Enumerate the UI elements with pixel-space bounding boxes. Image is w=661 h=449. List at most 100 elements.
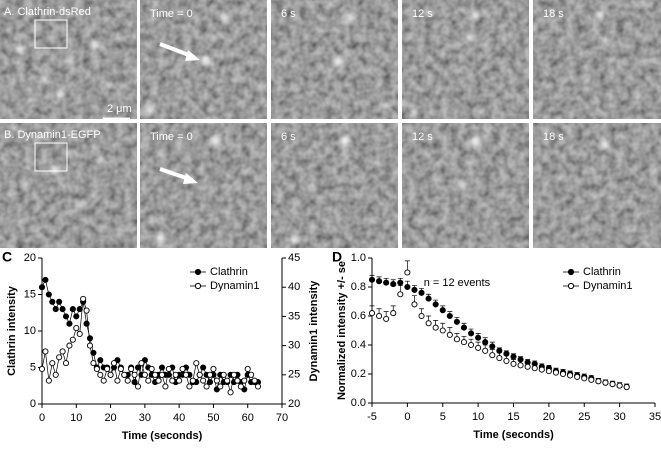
y-tick-label: 0.4 <box>351 339 366 351</box>
data-point <box>145 377 152 384</box>
data-point <box>62 313 70 320</box>
data-point <box>390 281 397 288</box>
data-point <box>152 371 159 378</box>
data-point <box>83 307 90 314</box>
data-point <box>234 377 241 384</box>
row-label: A. Clathrin-dsRed <box>4 6 91 18</box>
data-point <box>83 320 90 327</box>
x-tick-label: 10 <box>70 412 82 424</box>
x-axis-title: Time (seconds) <box>122 430 203 442</box>
y2-tick-label: 40 <box>288 281 300 293</box>
data-point <box>69 336 76 343</box>
y2-axis-title: Dynamin1 intensity <box>308 280 320 382</box>
data-point <box>510 353 517 360</box>
data-point <box>552 369 560 376</box>
x-tick-label: 20 <box>543 411 555 423</box>
data-point <box>418 312 425 320</box>
frame-label: 6 s <box>281 131 296 143</box>
frame-label: 12 s <box>412 8 433 20</box>
fluorescent-spots <box>16 11 609 244</box>
data-point <box>90 349 97 356</box>
data-point <box>383 315 390 322</box>
x-tick-label: 15 <box>507 411 519 423</box>
data-point <box>76 330 83 337</box>
data-point <box>49 360 56 367</box>
y2-tick-label: 20 <box>288 398 300 410</box>
y-tick-label: 1.0 <box>351 252 366 264</box>
y2-tick-label: 45 <box>288 252 300 264</box>
y-tick-label: 20 <box>24 252 36 264</box>
data-point <box>100 377 107 384</box>
data-point <box>230 371 238 378</box>
data-point <box>134 383 142 390</box>
data-point <box>42 348 49 355</box>
legend-marker <box>194 268 202 276</box>
data-point <box>616 382 623 389</box>
x-tick-label: 60 <box>242 412 254 424</box>
data-point <box>241 377 248 384</box>
frame-label: Time = 0 <box>150 131 193 143</box>
data-point <box>110 360 118 367</box>
data-point <box>453 336 460 343</box>
data-point <box>210 365 217 373</box>
data-point <box>114 377 121 384</box>
y-tick-label: 0 <box>30 398 36 410</box>
data-point <box>411 301 418 308</box>
data-point <box>496 354 503 362</box>
data-point <box>439 307 446 314</box>
x-tick-label: 50 <box>207 412 219 424</box>
roi-box <box>34 142 68 172</box>
data-point <box>80 295 87 302</box>
frame-label: 18 s <box>543 131 564 143</box>
data-point <box>42 276 49 283</box>
micrograph <box>402 0 529 119</box>
data-point <box>52 371 59 378</box>
data-point <box>162 383 169 390</box>
data-point <box>38 365 46 373</box>
frame-label: Time = 0 <box>150 8 193 20</box>
legend-marker <box>567 268 575 276</box>
data-point <box>107 371 114 378</box>
x-tick-label: 20 <box>104 412 116 424</box>
data-point <box>66 342 73 349</box>
data-point <box>425 320 432 327</box>
data-point <box>141 371 148 378</box>
legend-marker <box>194 282 202 290</box>
y2-tick-label: 30 <box>288 340 300 352</box>
micrograph <box>140 123 267 248</box>
data-point <box>517 362 524 369</box>
data-point <box>531 365 538 372</box>
arrowhead <box>183 173 198 184</box>
data-point <box>404 283 411 291</box>
data-point <box>489 343 496 350</box>
y2-tick-label: 25 <box>288 369 300 381</box>
roi-box <box>34 19 68 49</box>
data-point <box>432 324 439 331</box>
data-point <box>128 365 135 373</box>
data-point <box>104 365 111 373</box>
data-point <box>73 313 80 320</box>
x-tick-label: 25 <box>578 411 590 423</box>
data-point <box>138 360 145 367</box>
data-point <box>397 279 404 286</box>
data-point <box>595 378 602 385</box>
data-point <box>90 360 97 367</box>
micrograph <box>533 123 661 248</box>
legend-label: Clathrin <box>583 266 621 278</box>
x-tick-label: 5 <box>440 411 446 423</box>
frame-label: 18 s <box>543 8 564 20</box>
data-point <box>581 375 588 382</box>
data-point <box>446 312 453 320</box>
y-tick-label: 15 <box>24 288 36 300</box>
legend-box <box>559 262 645 298</box>
data-point <box>49 298 56 305</box>
legend-label: Dynamin1 <box>210 280 260 292</box>
data-point <box>482 339 489 346</box>
data-point <box>86 342 94 349</box>
row-label: B. Dynamin1-EGFP <box>4 129 101 141</box>
data-point <box>155 377 162 384</box>
data-point <box>121 371 128 378</box>
annotation: n = 12 events <box>424 277 491 289</box>
data-point <box>251 377 258 384</box>
data-point <box>623 383 630 391</box>
